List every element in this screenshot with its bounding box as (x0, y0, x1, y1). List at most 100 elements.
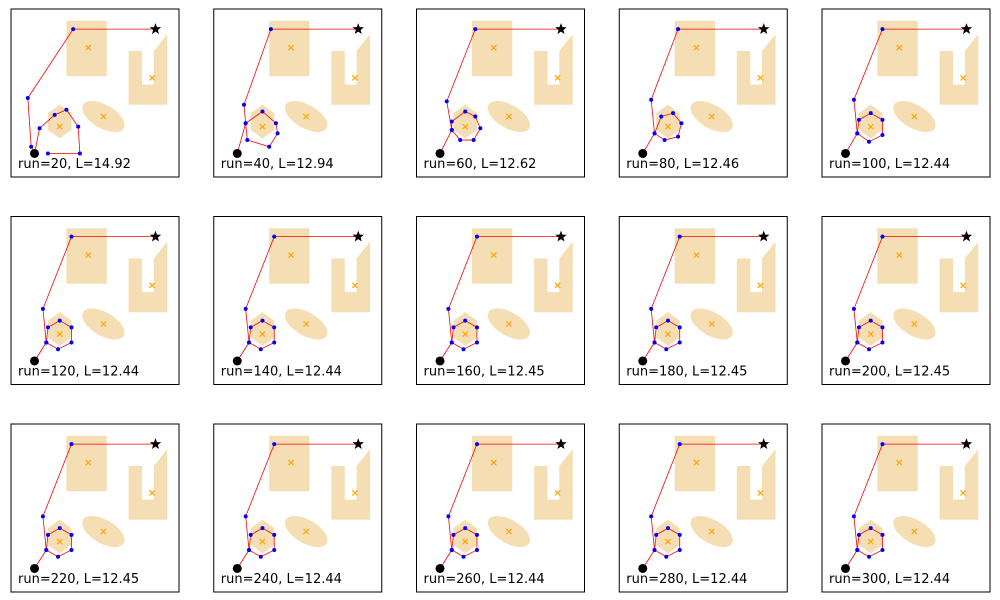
plot-area (232, 228, 370, 366)
subplot-panel: run=140, L=12.44 (213, 216, 383, 385)
waypoint (40, 514, 45, 519)
waypoint (451, 325, 456, 330)
waypoint (473, 27, 478, 32)
centroid-marker (664, 538, 671, 545)
waypoint (69, 442, 74, 447)
plot-area (638, 20, 776, 158)
centroid-marker (960, 282, 967, 289)
obstacle-u-shape (331, 34, 370, 105)
waypoint (461, 347, 466, 352)
waypoint (449, 119, 454, 124)
start-marker (841, 563, 851, 573)
subplot-panel: run=260, L=12.44 (416, 423, 585, 593)
subplot-panel: run=120, L=12.44 (10, 216, 180, 385)
panel-label: run=180, L=12.45 (626, 365, 747, 380)
obstacle-hexagon (656, 312, 680, 346)
obstacle-u-shape (736, 34, 776, 105)
waypoint (40, 306, 45, 311)
waypoint (652, 131, 657, 136)
waypoint (855, 548, 860, 552)
plot-area (435, 228, 573, 366)
goal-marker (352, 230, 364, 242)
waypoint (867, 139, 872, 144)
obstacle-u-shape (128, 449, 168, 520)
centroid-marker (303, 113, 310, 120)
goal-marker (960, 23, 973, 35)
waypoint (45, 151, 50, 156)
centroid-marker (100, 320, 107, 328)
obstacle-hexagon (656, 519, 680, 554)
waypoint (652, 340, 657, 345)
axes-frame (10, 423, 180, 593)
obstacle-hexagon (250, 312, 275, 346)
obstacle-hexagon (453, 519, 477, 554)
centroid-marker (505, 113, 512, 120)
panel-label: run=160, L=12.45 (424, 365, 545, 380)
centroid-marker (757, 489, 764, 496)
centroid-marker (490, 459, 497, 466)
waypoint (880, 234, 885, 239)
waypoint (245, 138, 250, 143)
waypoint (654, 325, 659, 330)
waypoint (677, 340, 682, 345)
obstacle-u-shape (534, 449, 573, 520)
waypoint (56, 554, 61, 559)
plot-area (232, 20, 370, 158)
waypoint (56, 347, 61, 352)
waypoint (258, 554, 263, 559)
waypoint (473, 114, 478, 119)
waypoint (451, 532, 456, 537)
obstacle-u-shape (331, 241, 370, 313)
waypoint (446, 514, 451, 519)
centroid-marker (149, 74, 156, 81)
centroid-marker (505, 320, 512, 328)
centroid-marker (554, 282, 561, 289)
goal-marker (758, 230, 770, 242)
start-marker (30, 356, 40, 366)
waypoint (474, 532, 479, 537)
panel-label: run=140, L=12.44 (221, 365, 342, 380)
panel-label: run=240, L=12.44 (221, 572, 342, 587)
waypoint (474, 325, 479, 330)
centroid-marker (490, 44, 497, 51)
centroid-marker (303, 528, 310, 535)
centroid-marker (693, 459, 700, 466)
waypoint (268, 27, 273, 32)
waypoint (856, 117, 861, 122)
centroid-marker (896, 252, 903, 259)
obstacle-hexagon (656, 104, 680, 139)
waypoint (665, 526, 670, 531)
waypoint (57, 526, 62, 531)
waypoint (57, 318, 62, 323)
start-marker (841, 356, 851, 366)
centroid-marker (288, 44, 295, 51)
centroid-marker (490, 252, 497, 259)
waypoint (851, 306, 856, 311)
waypoint (677, 234, 682, 239)
centroid-marker (867, 123, 874, 130)
waypoint (44, 548, 49, 552)
goal-marker (555, 230, 567, 242)
plot-area (30, 228, 168, 366)
plot-area (435, 20, 573, 158)
waypoint (71, 27, 76, 32)
centroid-marker (351, 489, 358, 496)
centroid-marker (100, 113, 107, 120)
goal-marker (149, 23, 162, 35)
waypoint (867, 347, 872, 352)
start-marker (232, 148, 242, 158)
centroid-marker (664, 123, 671, 130)
panel-label: run=300, L=12.44 (829, 572, 950, 587)
obstacle-hexagon (250, 519, 275, 554)
centroid-marker (708, 320, 715, 328)
centroid-marker (911, 528, 918, 535)
start-marker (30, 148, 40, 158)
waypoint (260, 109, 265, 114)
waypoint (855, 340, 860, 345)
centroid-marker (554, 489, 561, 496)
centroid-marker (56, 538, 63, 545)
centroid-marker (867, 538, 874, 545)
centroid-marker (351, 282, 358, 289)
centroid-marker (85, 44, 92, 51)
